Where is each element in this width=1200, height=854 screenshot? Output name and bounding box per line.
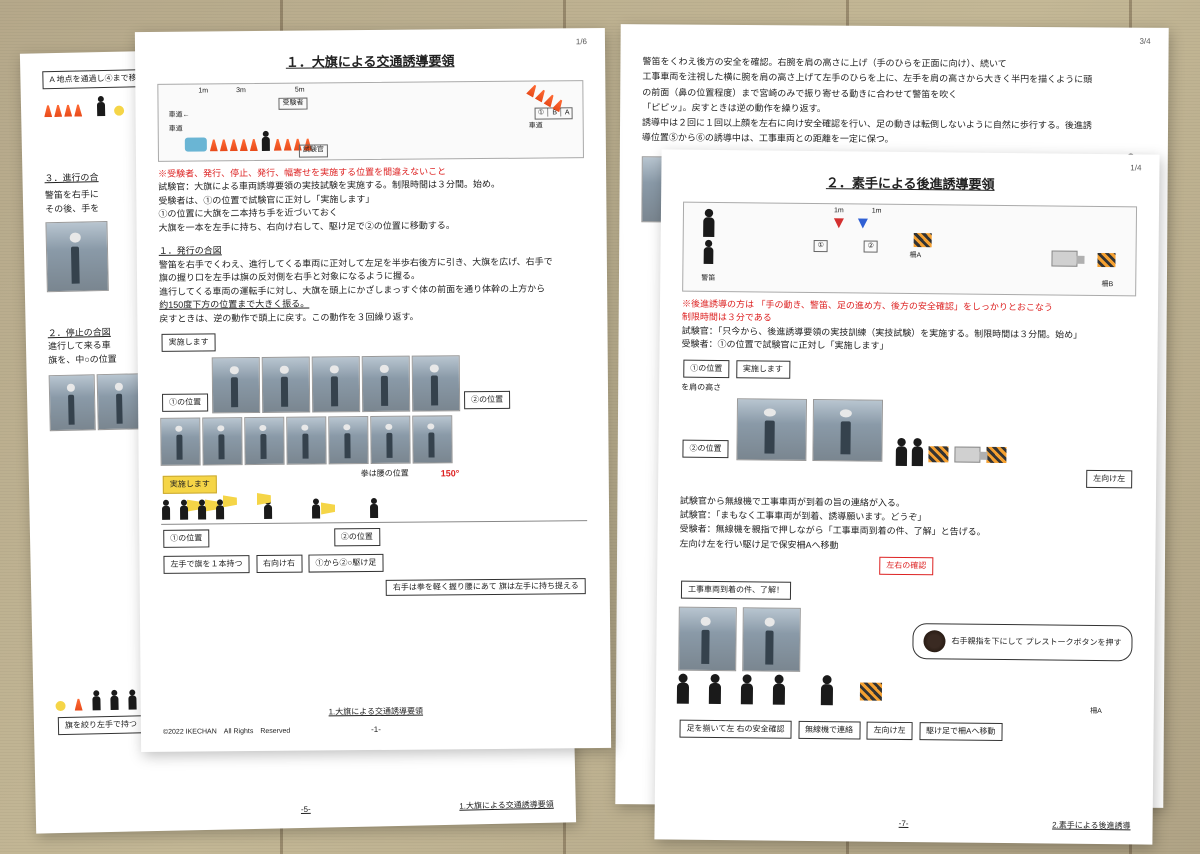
- layout-diagram: 1m 3m 5m 受験者 車道← ① │ B │ A 車道 車道 試験官: [157, 80, 584, 162]
- angle-label: 150°: [441, 467, 460, 481]
- demo-photo: [45, 221, 108, 292]
- page-number: 3/4: [1139, 36, 1150, 48]
- page-number: 1/6: [576, 36, 587, 48]
- page-front-left: 1/6 １．大旗による交通誘導要領 1m 3m 5m 受験者 車道← ① │ B…: [135, 28, 611, 752]
- thumb-icon: [923, 630, 945, 652]
- page-title: ２．素手による後進誘導要領: [683, 172, 1137, 196]
- layout-diagram-2: 1m 1m 警笛 ① ② 柵A 柵B: [682, 201, 1137, 296]
- page-num: -5-: [301, 804, 311, 816]
- page-number: 1/4: [1130, 162, 1141, 174]
- page-title: １．大旗による交通誘導要領: [157, 50, 583, 73]
- copyright: ©2022 IKECHAN All Rights Reserved: [163, 726, 290, 738]
- footer-link: 1.大旗による交通誘導要領: [459, 799, 554, 813]
- page-front-right: 1/4 ２．素手による後進誘導要領 1m 1m 警笛 ① ② 柵A 柵B ※後進…: [654, 149, 1159, 844]
